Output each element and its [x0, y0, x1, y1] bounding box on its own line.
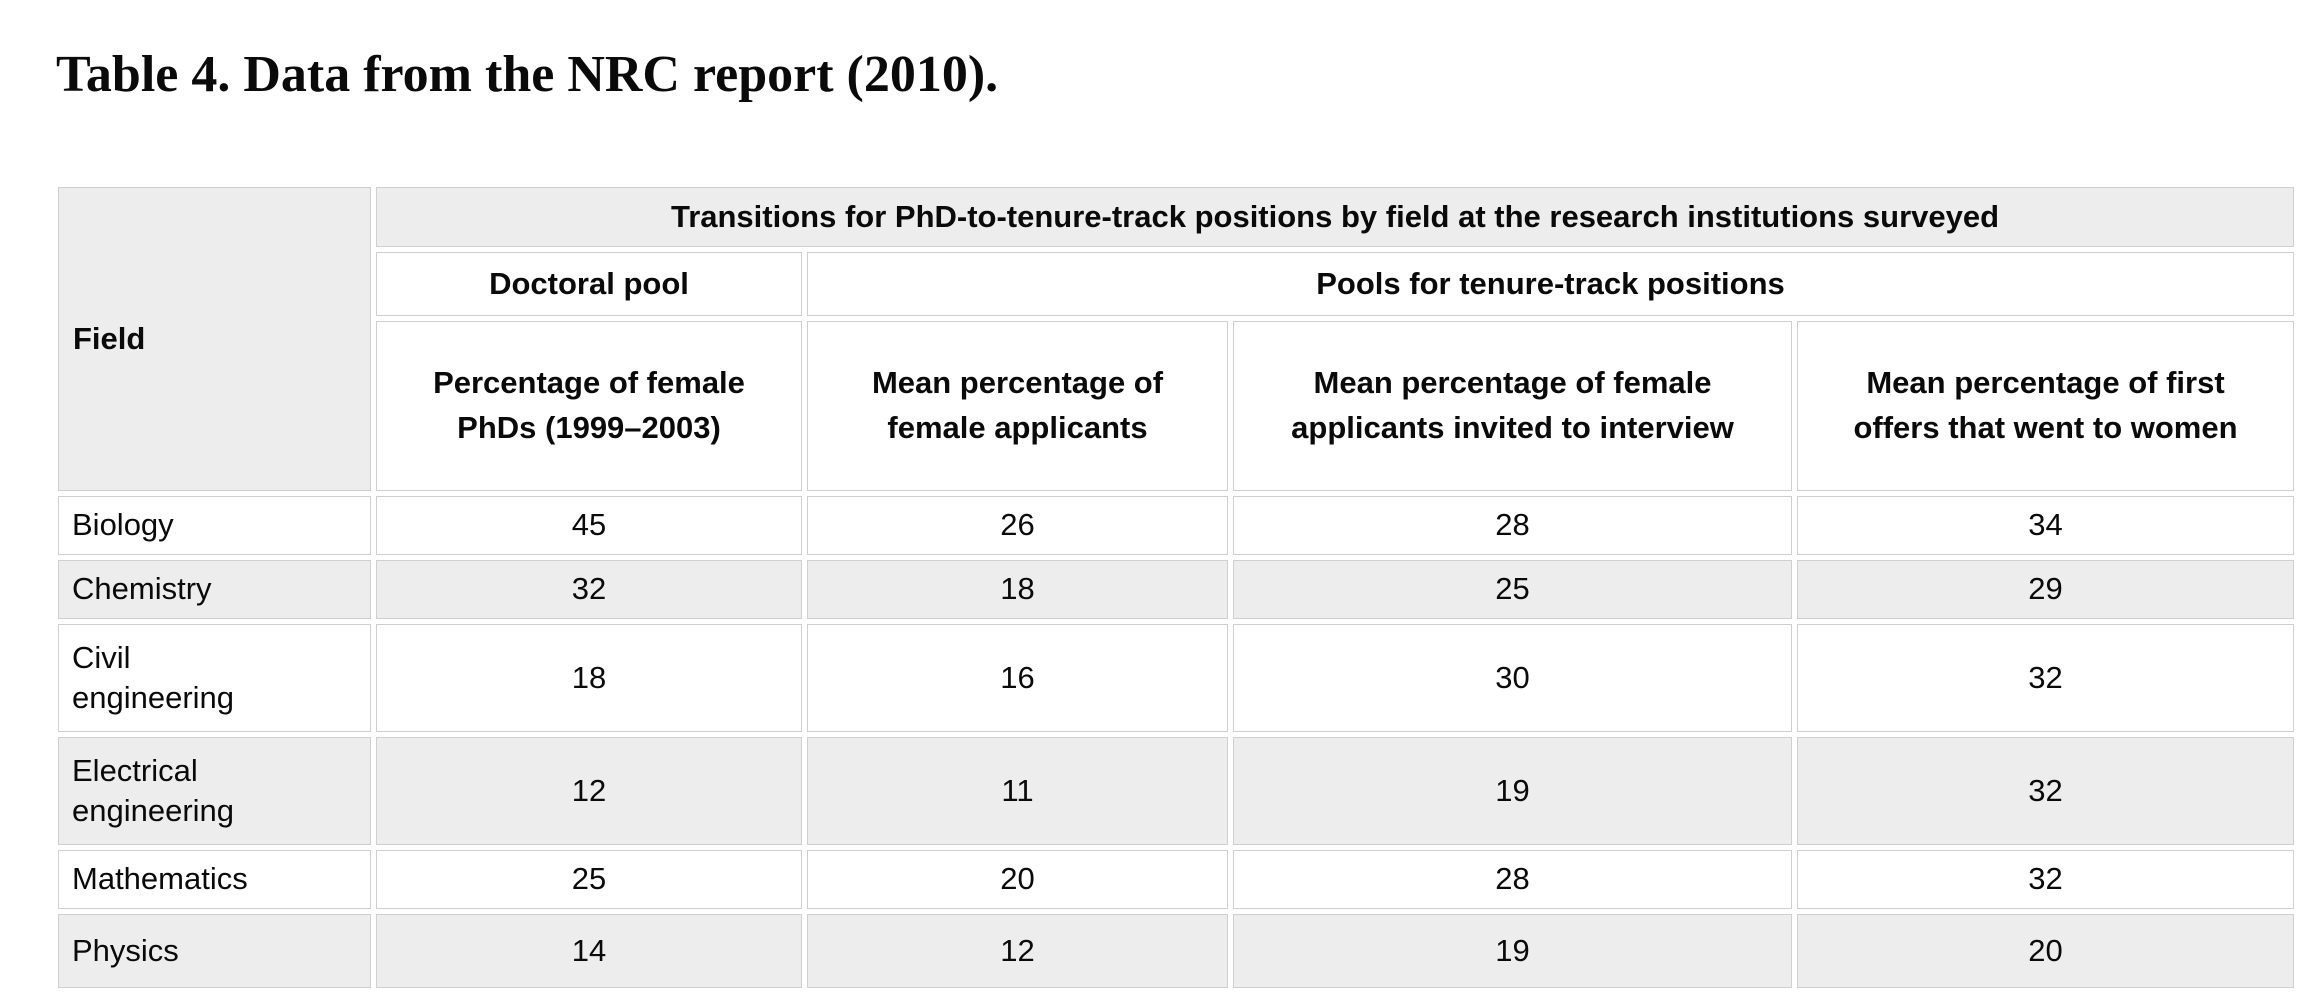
- field-cell: Civil engineering: [58, 624, 371, 732]
- value-cell: 26: [807, 496, 1228, 555]
- value-cell: 30: [1233, 624, 1792, 732]
- value-cell: 18: [376, 624, 802, 732]
- column-header-offers: Mean percentage of first offers that wen…: [1797, 321, 2295, 491]
- value-cell: 11: [807, 737, 1228, 845]
- value-cell: 45: [376, 496, 802, 555]
- value-cell: 20: [807, 850, 1228, 909]
- table-row-physics: Physics 14 12 19 20: [58, 914, 2295, 988]
- column-header-interview: Mean percentage of female applicants inv…: [1233, 321, 1792, 491]
- field-cell: Electrical engineering: [58, 737, 371, 845]
- table-spanner-header: Transitions for PhD-to-tenure-track posi…: [376, 187, 2295, 247]
- value-cell: 32: [1797, 850, 2295, 909]
- field-cell: Mathematics: [58, 850, 371, 909]
- column-header-row: Percentage of female PhDs (1999–2003) Me…: [58, 321, 2295, 491]
- group-header-doctoral-pool: Doctoral pool: [376, 252, 802, 316]
- value-cell: 29: [1797, 560, 2295, 619]
- value-cell: 28: [1233, 850, 1792, 909]
- value-cell: 20: [1797, 914, 2295, 988]
- value-cell: 18: [807, 560, 1228, 619]
- table-row-electrical-engineering: Electrical engineering 12 11 19 32: [58, 737, 2295, 845]
- value-cell: 16: [807, 624, 1228, 732]
- value-cell: 32: [376, 560, 802, 619]
- value-cell: 34: [1797, 496, 2295, 555]
- value-cell: 12: [807, 914, 1228, 988]
- value-cell: 25: [376, 850, 802, 909]
- nrc-data-table: Field Transitions for PhD-to-tenure-trac…: [53, 182, 2299, 993]
- value-cell: 32: [1797, 624, 2295, 732]
- field-cell: Chemistry: [58, 560, 371, 619]
- column-header-applicants: Mean percentage of female applicants: [807, 321, 1228, 491]
- table-row-biology: Biology 45 26 28 34: [58, 496, 2295, 555]
- value-cell: 28: [1233, 496, 1792, 555]
- value-cell: 19: [1233, 914, 1792, 988]
- group-header-tenure-track: Pools for tenure-track positions: [807, 252, 2295, 316]
- field-column-header: Field: [58, 187, 371, 491]
- table-row-mathematics: Mathematics 25 20 28 32: [58, 850, 2295, 909]
- table-row-chemistry: Chemistry 32 18 25 29: [58, 560, 2295, 619]
- value-cell: 25: [1233, 560, 1792, 619]
- value-cell: 12: [376, 737, 802, 845]
- value-cell: 32: [1797, 737, 2295, 845]
- group-header-row: Doctoral pool Pools for tenure-track pos…: [58, 252, 2295, 316]
- value-cell: 19: [1233, 737, 1792, 845]
- spanner-row: Field Transitions for PhD-to-tenure-trac…: [58, 187, 2295, 491]
- column-header-phd-percentage: Percentage of female PhDs (1999–2003): [376, 321, 802, 491]
- field-cell: Biology: [58, 496, 371, 555]
- table-row-civil-engineering: Civil engineering 18 16 30 32: [58, 624, 2295, 732]
- page-title: Table 4. Data from the NRC report (2010)…: [56, 45, 999, 103]
- field-cell: Physics: [58, 914, 371, 988]
- value-cell: 14: [376, 914, 802, 988]
